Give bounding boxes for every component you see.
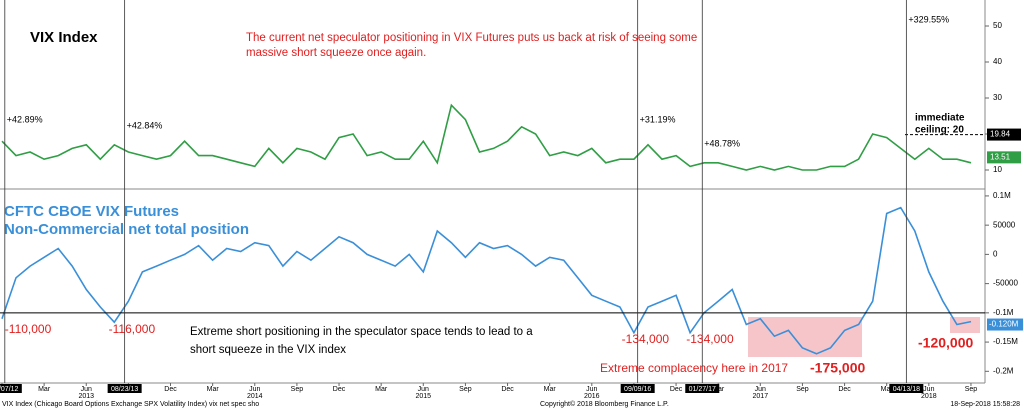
footer-source: VIX Index (Chicago Board Options Exchang… (2, 401, 259, 408)
y-tick-label: 40 (993, 57, 1002, 66)
ceiling-box (987, 128, 1021, 141)
event-change: +42.89% (7, 114, 43, 124)
y-tick-label: 50 (993, 21, 1002, 30)
annotation: massive short squeeze once again. (246, 47, 426, 59)
event-change: +42.84% (127, 120, 163, 130)
event-date-box (685, 384, 720, 393)
event-change: +329.55% (908, 14, 949, 24)
event-date-box (620, 384, 655, 393)
last-value: -0.120M (989, 320, 1019, 329)
footer-timestamp: 18-Sep-2018 15:58:28 (950, 401, 1020, 408)
footer-copyright: Copyright© 2018 Bloomberg Finance L.P. (540, 400, 669, 408)
x-tick-label: Dec (670, 386, 683, 393)
x-tick-label: Dec (501, 386, 514, 393)
annotation: The current net speculator positioning i… (246, 32, 697, 44)
ceiling-value: 19.84 (990, 130, 1011, 139)
last-box (987, 151, 1021, 164)
event-date: 12/07/12 (0, 386, 19, 393)
x-tick-label: Jun (586, 386, 597, 393)
year-label: 2017 (753, 393, 769, 400)
highlight-2017 (748, 317, 862, 357)
event-date: 01/27/17 (689, 386, 716, 393)
event-date: 09/09/16 (624, 386, 651, 393)
year-label: 2016 (584, 393, 600, 400)
top-title: VIX Index (30, 29, 98, 46)
y-tick-label: 10 (993, 165, 1002, 174)
x-tick-label: Dec (333, 386, 346, 393)
event-date: 08/23/13 (111, 386, 138, 393)
x-tick-label: Jun (418, 386, 429, 393)
y-tick-label: 0 (993, 249, 998, 258)
ceiling-note: ceiling: 20 (915, 125, 964, 136)
y-tick-label: 30 (993, 93, 1002, 102)
x-tick-label: Mar (207, 386, 220, 393)
x-tick-label: Sep (291, 386, 304, 393)
bottom-title: Non-Commercial net total position (4, 221, 249, 238)
x-tick-label: Dec (838, 386, 851, 393)
x-tick-label: Jun (81, 386, 92, 393)
y-tick-label: 50000 (993, 220, 1016, 229)
complacency-low: -175,000 (810, 360, 865, 376)
x-tick-label: Sep (459, 386, 472, 393)
note: short squeeze in the VIX index (190, 344, 346, 356)
year-label: 2018 (921, 393, 937, 400)
event-position: -116,000 (109, 322, 156, 336)
complacency-note: Extreme complacency here in 2017 (600, 361, 788, 375)
series-line (1, 103, 972, 171)
event-position: -134,000 (686, 332, 734, 346)
latest-label: -120,000 (918, 335, 973, 351)
year-label: 2015 (415, 393, 431, 400)
event-date-box (0, 384, 22, 393)
x-tick-label: Jun (249, 386, 260, 393)
x-tick-label: Mar (544, 386, 557, 393)
year-label: 2013 (78, 393, 94, 400)
y-tick-label: 0.1M (993, 191, 1011, 200)
x-tick-label: Mar (38, 386, 51, 393)
event-position: -134,000 (622, 332, 670, 346)
event-date: 04/13/18 (893, 386, 920, 393)
bottom-title: CFTC CBOE VIX Futures (4, 203, 179, 220)
x-tick-label: Dec (164, 386, 177, 393)
event-change: +31.19% (640, 114, 676, 124)
x-tick-label: Mar (375, 386, 388, 393)
event-date-box (107, 384, 142, 393)
event-change: +48.78% (704, 138, 740, 148)
y-tick-label: -50000 (993, 279, 1018, 288)
y-tick-label: -0.2M (993, 366, 1014, 375)
y-tick-label: -0.15M (993, 337, 1018, 346)
x-tick-label: Sep (965, 386, 978, 393)
ceiling-note: immediate (915, 113, 965, 124)
x-tick-label: Mar (881, 386, 894, 393)
x-tick-label: Sep (796, 386, 809, 393)
event-date-box (889, 384, 924, 393)
highlight-2018 (950, 317, 980, 333)
note: Extreme short positioning in the specula… (190, 326, 533, 338)
year-label: 2014 (247, 393, 263, 400)
x-tick-label: Jun (923, 386, 934, 393)
x-tick-label: Jun (755, 386, 766, 393)
event-position: -110,000 (5, 322, 52, 336)
last-value: 13.51 (990, 152, 1011, 161)
last-box (987, 318, 1023, 331)
series-line (1, 206, 972, 355)
y-tick-label: -0.1M (993, 308, 1014, 317)
